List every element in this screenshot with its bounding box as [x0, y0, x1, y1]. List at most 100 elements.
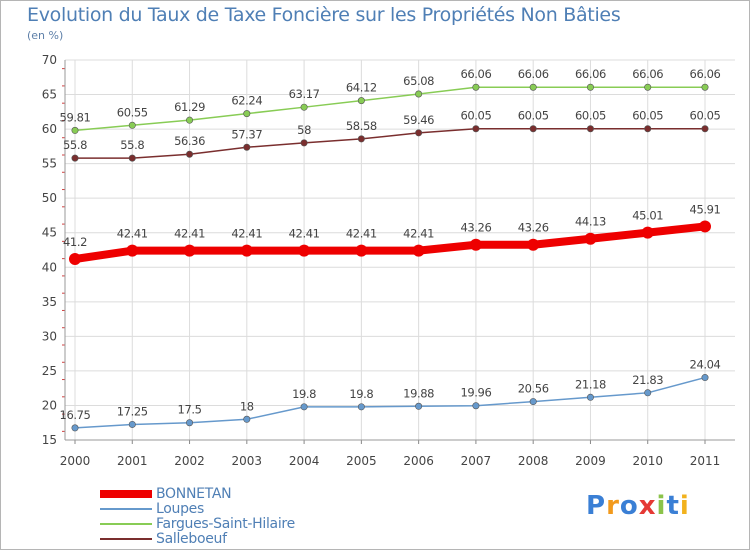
- data-point-bonnetan: [699, 220, 711, 233]
- data-label-loupes: 17.25: [117, 404, 148, 418]
- data-label-fargues-saint-hilaire: 66.06: [460, 67, 491, 81]
- x-tick-label: 2000: [60, 454, 91, 468]
- data-point-bonnetan: [527, 238, 540, 251]
- data-point-fargues-saint-hilaire: [243, 110, 251, 118]
- y-tick-label: 65: [42, 88, 57, 102]
- data-point-loupes: [701, 374, 709, 382]
- data-label-salleboeuf: 58.58: [346, 119, 377, 133]
- x-tick-label: 2008: [518, 454, 549, 468]
- series-bonnetan: 41.2 42.41 42.41 42.41 42.41 42.41 42.41 43.26 4…: [63, 202, 721, 265]
- data-label-loupes: 19.8: [292, 387, 316, 401]
- data-label-fargues-saint-hilaire: 65.08: [403, 74, 434, 88]
- data-label-fargues-saint-hilaire: 63.17: [289, 87, 320, 101]
- y-tick-label: 45: [42, 226, 57, 240]
- logo-letter: i: [656, 491, 667, 521]
- y-tick-label: 20: [42, 398, 57, 412]
- data-label-fargues-saint-hilaire: 66.06: [632, 67, 663, 81]
- x-tick-label: 2001: [117, 454, 148, 468]
- data-label-salleboeuf: 59.46: [403, 113, 434, 127]
- data-label-bonnetan: 42.41: [403, 227, 434, 241]
- data-point-bonnetan: [69, 252, 81, 265]
- data-label-bonnetan: 43.26: [460, 221, 491, 235]
- data-label-bonnetan: 42.41: [289, 227, 320, 241]
- data-label-fargues-saint-hilaire: 59.81: [60, 110, 91, 124]
- data-label-salleboeuf: 60.05: [460, 109, 491, 123]
- y-axis-label: (en %): [27, 29, 64, 42]
- data-label-salleboeuf: 58: [297, 123, 311, 137]
- legend-item-bonnetan: BONNETAN: [100, 486, 295, 502]
- data-point-fargues-saint-hilaire: [415, 90, 423, 98]
- data-point-fargues-saint-hilaire: [529, 83, 537, 91]
- data-point-loupes: [300, 403, 308, 411]
- logo-letter: P: [586, 491, 607, 521]
- data-point-fargues-saint-hilaire: [701, 83, 709, 91]
- data-label-loupes: 17.5: [178, 403, 202, 417]
- data-point-loupes: [128, 420, 136, 428]
- data-point-bonnetan: [469, 238, 482, 251]
- x-tick-label: 2010: [632, 454, 663, 468]
- data-point-fargues-saint-hilaire: [644, 83, 652, 91]
- data-point-salleboeuf: [644, 125, 652, 133]
- data-point-salleboeuf: [701, 125, 709, 133]
- data-point-loupes: [586, 393, 594, 401]
- data-point-fargues-saint-hilaire: [472, 83, 480, 91]
- data-label-salleboeuf: 55.8: [120, 138, 144, 152]
- data-label-loupes: 24.04: [690, 358, 721, 372]
- data-label-bonnetan: 44.13: [575, 215, 606, 229]
- series-line-bonnetan: [71, 222, 709, 263]
- series-salleboeuf: 55.8 55.8 56.36 57.37 58 58.58 59.46 60.05 60.05…: [63, 109, 721, 162]
- legend-swatch: [100, 537, 152, 540]
- x-tick-label: 2002: [174, 454, 205, 468]
- data-point-fargues-saint-hilaire: [71, 126, 79, 134]
- y-tick-label: 60: [42, 122, 57, 136]
- logo-letter: i: [679, 491, 690, 521]
- data-point-loupes: [415, 402, 423, 410]
- data-point-salleboeuf: [415, 129, 423, 137]
- logo-letter: r: [606, 491, 620, 521]
- x-tick-label: 2011: [690, 454, 721, 468]
- data-label-loupes: 19.8: [349, 387, 373, 401]
- data-label-bonnetan: 43.26: [518, 221, 549, 235]
- data-point-bonnetan: [355, 244, 368, 257]
- data-point-loupes: [357, 403, 365, 411]
- data-label-loupes: 21.18: [575, 377, 606, 391]
- data-point-salleboeuf: [529, 125, 537, 133]
- data-label-salleboeuf: 57.37: [231, 127, 262, 141]
- legend-label: Loupes: [156, 500, 204, 517]
- data-point-salleboeuf: [300, 139, 308, 147]
- data-label-loupes: 18: [240, 399, 254, 413]
- legend-swatch: [100, 489, 152, 498]
- legend-swatch: [100, 522, 152, 525]
- y-tick-label: 35: [42, 295, 57, 309]
- data-label-salleboeuf: 60.05: [690, 109, 721, 123]
- data-point-bonnetan: [183, 244, 196, 257]
- logo-letter: x: [638, 491, 657, 521]
- data-point-salleboeuf: [472, 125, 480, 133]
- series-fargues-saint-hilaire: 59.81 60.55 61.29 62.24 63.17 64.12 65.08 66.06…: [60, 67, 721, 134]
- data-point-fargues-saint-hilaire: [128, 121, 136, 129]
- data-label-bonnetan: 45.01: [632, 209, 663, 223]
- data-point-salleboeuf: [243, 143, 251, 151]
- data-point-fargues-saint-hilaire: [186, 116, 194, 124]
- data-point-bonnetan: [641, 226, 654, 239]
- series-line-salleboeuf: [74, 127, 706, 159]
- data-label-salleboeuf: 60.05: [575, 109, 606, 123]
- data-label-fargues-saint-hilaire: 66.06: [690, 67, 721, 81]
- y-tick-label: 50: [42, 191, 57, 205]
- legend-label: Salleboeuf: [156, 530, 227, 547]
- series-line-loupes: [74, 376, 706, 429]
- y-tick-label: 40: [42, 260, 57, 274]
- series-loupes: 16.75 17.25 17.5 18 19.8 19.8 19.88 19.96 20.56 2…: [60, 358, 721, 432]
- logo-letter: t: [666, 491, 680, 521]
- data-label-loupes: 20.56: [518, 382, 549, 396]
- data-label-fargues-saint-hilaire: 62.24: [231, 94, 262, 108]
- data-point-salleboeuf: [586, 125, 594, 133]
- data-point-fargues-saint-hilaire: [586, 83, 594, 91]
- y-tick-label: 70: [42, 53, 57, 67]
- data-label-bonnetan: 42.41: [231, 227, 262, 241]
- data-label-bonnetan: 45.91: [690, 202, 721, 216]
- data-label-fargues-saint-hilaire: 60.55: [117, 105, 148, 119]
- series-line-fargues-saint-hilaire: [74, 86, 706, 132]
- legend: BONNETAN Loupes Fargues-Saint-Hilaire Salle…: [100, 486, 295, 547]
- data-point-bonnetan: [240, 244, 253, 257]
